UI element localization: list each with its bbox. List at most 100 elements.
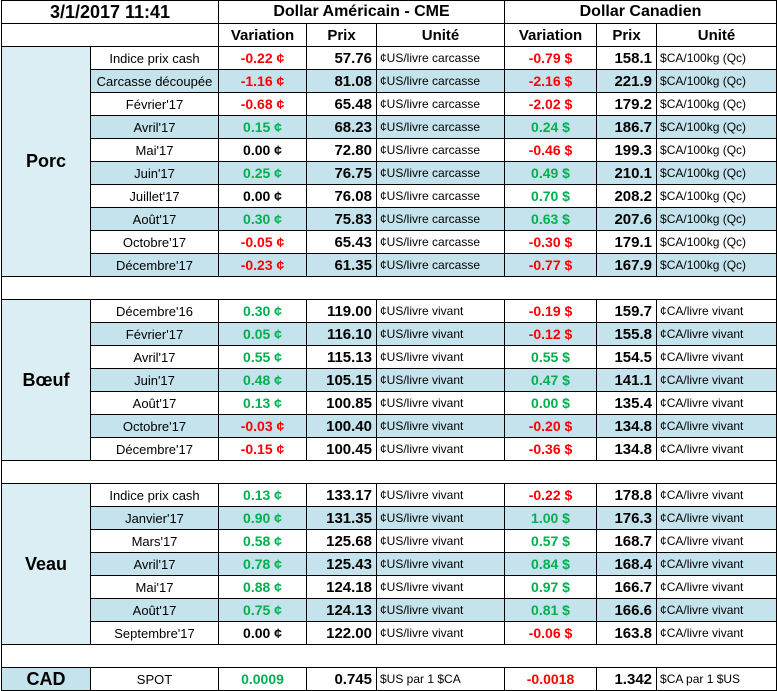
row-label: Carcasse découpée — [90, 69, 219, 93]
row-label: Août'17 — [90, 207, 219, 231]
cad-variation: 0.97 $ — [504, 575, 598, 599]
cad-unit: $CA/100kg (Qc) — [656, 161, 777, 185]
usd-price: 133.17 — [306, 483, 377, 507]
usd-price: 100.40 — [306, 414, 377, 438]
usd-unit: ¢US/livre carcasse — [375, 184, 506, 208]
cad-price: 167.9 — [596, 253, 658, 277]
usd-unit: ¢US/livre carcasse — [375, 230, 506, 254]
table-row: Janvier'17 0.90 ¢ 131.35 ¢US/livre vivant 1.… — [2, 506, 777, 530]
cad-variation: -0.19 $ — [504, 299, 598, 323]
usd-price: 115.13 — [306, 345, 377, 369]
usd-unit: $US par 1 $CA — [375, 667, 506, 691]
usd-price: 125.68 — [306, 529, 377, 553]
cad-variation: 0.81 $ — [504, 598, 598, 622]
usd-price: 100.45 — [306, 437, 377, 461]
cad-price: 199.3 — [596, 138, 658, 162]
usd-price: 122.00 — [306, 621, 377, 645]
usd-variation: 0.75 ¢ — [218, 598, 307, 622]
usd-unit: ¢US/livre carcasse — [375, 207, 506, 231]
usd-unit: ¢US/livre vivant — [375, 529, 506, 553]
usd-unit: ¢US/livre vivant — [375, 322, 506, 346]
cad-unit: $CA/100kg (Qc) — [656, 207, 777, 231]
cad-unit: $CA/100kg (Qc) — [656, 69, 777, 93]
usd-variation: 0.0009 — [218, 667, 307, 691]
cad-unit: ¢CA/livre vivant — [656, 322, 777, 346]
usd-unit: ¢US/livre vivant — [375, 506, 506, 530]
usd-variation: 0.00 ¢ — [218, 138, 307, 162]
cad-unite-header: Unité — [656, 23, 777, 47]
table-body: Porc Indice prix cash -0.22 ¢ 57.76 ¢US/livr… — [0, 46, 777, 691]
usd-price: 65.43 — [306, 230, 377, 254]
usd-variation: -0.03 ¢ — [218, 414, 307, 438]
cad-variation: -0.0018 — [504, 667, 598, 691]
row-label: Juillet'17 — [90, 184, 219, 208]
usd-unit: ¢US/livre vivant — [375, 299, 506, 323]
usd-variation: 0.05 ¢ — [218, 322, 307, 346]
cad-price: 158.1 — [596, 46, 658, 70]
usd-variation: 0.90 ¢ — [218, 506, 307, 530]
usd-section-title: Dollar Américain - CME — [217, 0, 506, 24]
cad-unit: ¢CA/livre vivant — [656, 345, 777, 369]
row-label: Avril'17 — [90, 552, 219, 576]
cad-unit: ¢CA/livre vivant — [656, 414, 777, 438]
row-label: Avril'17 — [90, 115, 219, 139]
cad-variation: 0.00 $ — [504, 391, 598, 415]
usd-unit: ¢US/livre vivant — [375, 391, 506, 415]
usd-unit: ¢US/livre carcasse — [375, 69, 506, 93]
row-label: Septembre'17 — [90, 621, 219, 645]
row-label: Février'17 — [90, 322, 219, 346]
usd-price: 76.75 — [306, 161, 377, 185]
usd-unit: ¢US/livre carcasse — [375, 138, 506, 162]
cad-unit: $CA par 1 $US — [656, 667, 777, 691]
cad-price: 179.1 — [596, 230, 658, 254]
usd-price: 125.43 — [306, 552, 377, 576]
cad-unit: $CA/100kg (Qc) — [656, 92, 777, 116]
cad-variation: -0.46 $ — [504, 138, 598, 162]
cad-variation-header: Variation — [504, 23, 598, 47]
spacer-row — [0, 276, 777, 300]
usd-unit: ¢US/livre vivant — [375, 621, 506, 645]
cad-price: 159.7 — [596, 299, 658, 323]
usd-variation: -0.68 ¢ — [218, 92, 307, 116]
usd-variation: 0.13 ¢ — [218, 391, 307, 415]
table-row: Mai'17 0.00 ¢ 72.80 ¢US/livre carcasse -0.46… — [2, 138, 777, 162]
usd-unit: ¢US/livre carcasse — [375, 161, 506, 185]
table-row: Juin'17 0.48 ¢ 105.15 ¢US/livre vivant 0.47 … — [2, 368, 777, 392]
usd-price: 124.18 — [306, 575, 377, 599]
table-row: Août'17 0.30 ¢ 75.83 ¢US/livre carcasse 0.63… — [2, 207, 777, 231]
cad-price: 221.9 — [596, 69, 658, 93]
group-label-porc: Porc — [1, 46, 91, 277]
row-label: Décembre'17 — [90, 253, 219, 277]
cad-price: 154.5 — [596, 345, 658, 369]
usd-variation: 0.15 ¢ — [218, 115, 307, 139]
cad-price: 168.7 — [596, 529, 658, 553]
row-label: Mai'17 — [90, 138, 219, 162]
usd-price: 81.08 — [306, 69, 377, 93]
usd-price: 116.10 — [306, 322, 377, 346]
table-row: Juin'17 0.25 ¢ 76.75 ¢US/livre carcasse 0.49… — [2, 161, 777, 185]
table-row: Bœuf Décembre'16 0.30 ¢ 119.00 ¢US/livre viv… — [1, 299, 777, 461]
table-row: Octobre'17 -0.05 ¢ 65.43 ¢US/livre carcasse… — [2, 230, 777, 254]
cad-price: 207.6 — [596, 207, 658, 231]
cad-prix-header: Prix — [596, 23, 658, 47]
spacer-cell — [0, 644, 777, 668]
cad-unit: $CA/100kg (Qc) — [656, 138, 777, 162]
row-label: Avril'17 — [90, 345, 219, 369]
cad-price: 166.7 — [596, 575, 658, 599]
timestamp: 3/1/2017 11:41 — [1, 0, 219, 24]
usd-unit: ¢US/livre vivant — [375, 345, 506, 369]
cad-variation: -2.16 $ — [504, 69, 598, 93]
usd-price: 68.23 — [306, 115, 377, 139]
usd-unit: ¢US/livre vivant — [375, 552, 506, 576]
usd-unit: ¢US/livre carcasse — [375, 115, 506, 139]
cad-price: 178.8 — [596, 483, 658, 507]
usd-variation: -1.16 ¢ — [218, 69, 307, 93]
usd-variation: 0.00 ¢ — [218, 184, 307, 208]
table-row: Octobre'17 -0.03 ¢ 100.40 ¢US/livre vivant -… — [2, 414, 777, 438]
row-label: Janvier'17 — [90, 506, 219, 530]
usd-variation: 0.78 ¢ — [218, 552, 307, 576]
header-row-1: 3/1/2017 11:41 Dollar Américain - CME Do… — [1, 0, 777, 24]
row-label: Indice prix cash — [90, 483, 219, 507]
usd-unit: ¢US/livre carcasse — [375, 92, 506, 116]
